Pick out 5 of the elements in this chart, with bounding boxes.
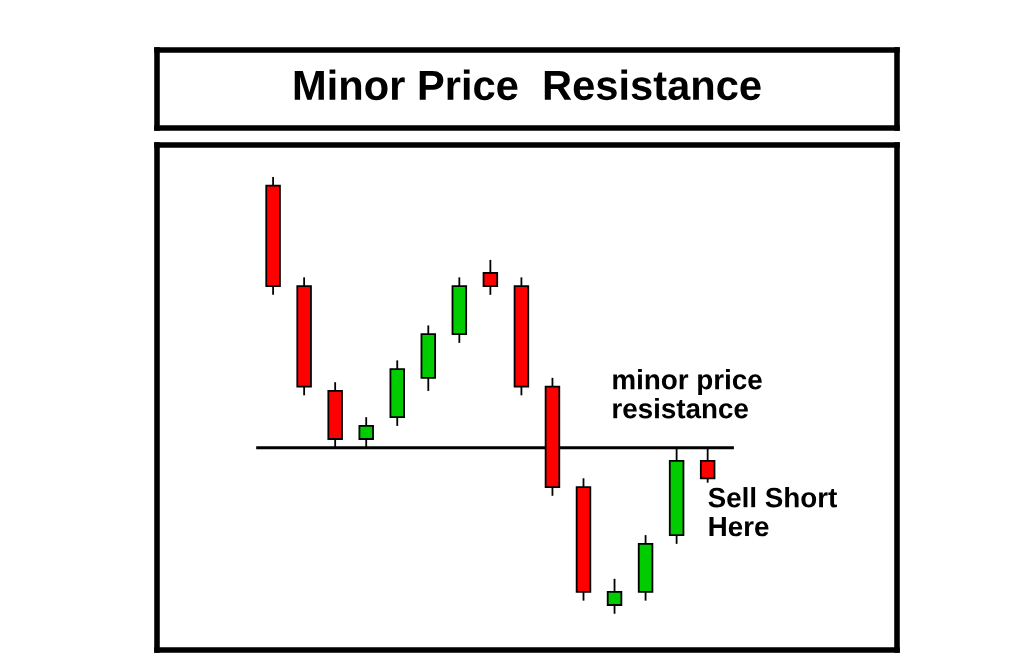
annotation: minor price resistance [613, 369, 762, 419]
chart-title: Minor Price Resistance [294, 69, 761, 101]
annotation: Sell Short Here [708, 487, 837, 537]
candlestick [482, 258, 499, 296]
candlestick [606, 577, 623, 615]
